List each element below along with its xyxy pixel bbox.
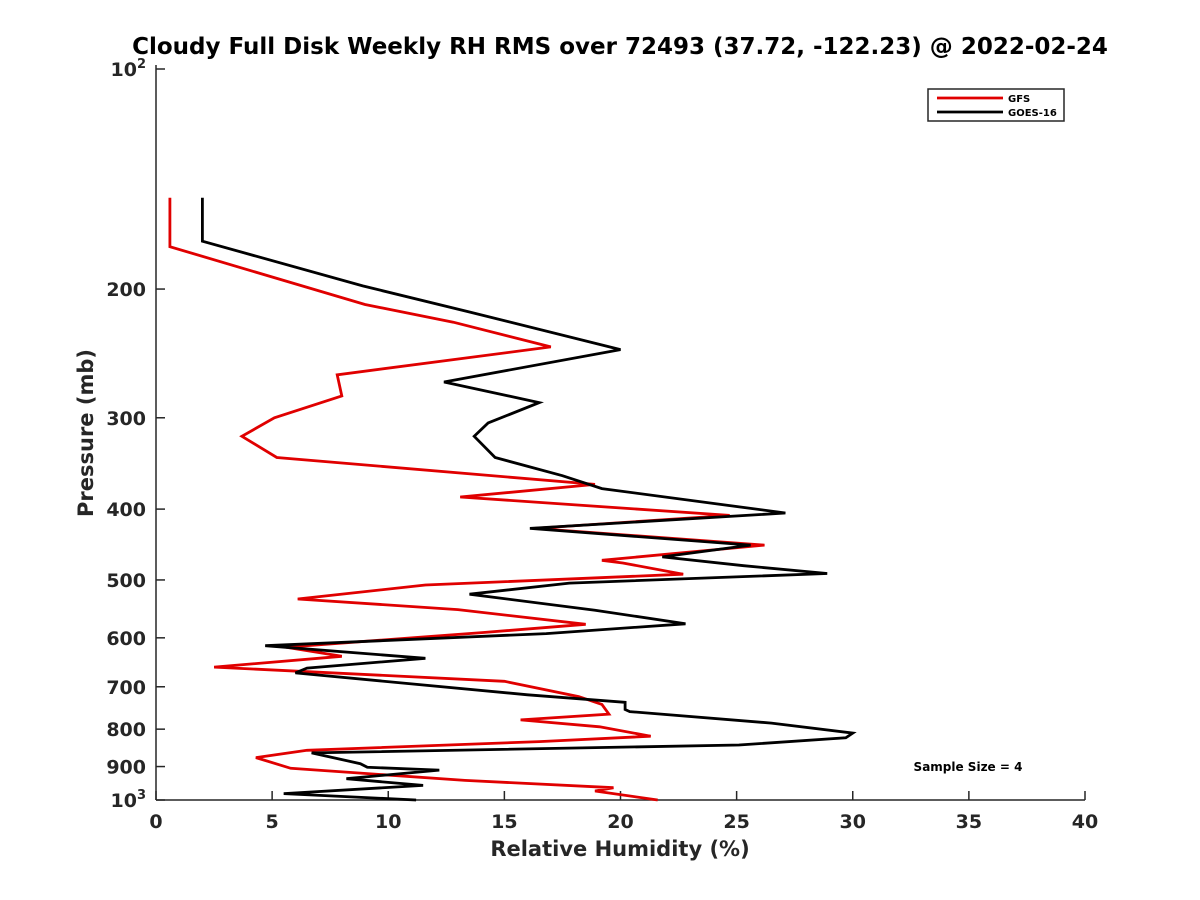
y-axis-label: Pressure (mb) bbox=[74, 349, 98, 517]
x-tick-label: 30 bbox=[840, 811, 866, 833]
legend-label: GFS bbox=[1008, 94, 1030, 105]
y-tick-label: 600 bbox=[106, 628, 146, 650]
x-tick-label: 35 bbox=[956, 811, 982, 833]
y-tick-label: 200 bbox=[106, 279, 146, 301]
y-tick-base: 10 bbox=[111, 790, 137, 812]
y-tick-label: 900 bbox=[106, 757, 146, 779]
sample-size-annotation: Sample Size = 4 bbox=[914, 760, 1023, 774]
y-tick-label: 500 bbox=[106, 570, 146, 592]
x-tick-label: 0 bbox=[149, 811, 162, 833]
y-tick-exponent: 2 bbox=[137, 57, 146, 72]
x-tick-label: 40 bbox=[1072, 811, 1098, 833]
x-tick-label: 10 bbox=[375, 811, 401, 833]
x-axis-label: Relative Humidity (%) bbox=[490, 837, 749, 861]
x-tick-label: 5 bbox=[266, 811, 279, 833]
y-tick-base: 10 bbox=[111, 59, 137, 81]
legend-label: GOES-16 bbox=[1008, 108, 1057, 119]
series-layer bbox=[168, 197, 857, 802]
legend-box bbox=[927, 88, 1065, 122]
legend: GFS GOES-16 bbox=[927, 88, 1065, 122]
plot-area bbox=[155, 65, 1085, 801]
chart-title: Cloudy Full Disk Weekly RH RMS over 7249… bbox=[132, 34, 1108, 60]
y-tick-label: 102 bbox=[111, 57, 147, 81]
series-line-goes-16 bbox=[200, 197, 857, 802]
y-tick-label: 103 bbox=[111, 788, 147, 812]
y-tick-exponent: 3 bbox=[137, 788, 146, 803]
y-tick-label: 300 bbox=[106, 408, 146, 430]
x-tick-label: 25 bbox=[723, 811, 749, 833]
y-tick-label: 700 bbox=[106, 677, 146, 699]
y-tick-label: 800 bbox=[106, 719, 146, 741]
series-line-gfs bbox=[168, 197, 765, 802]
x-tick-label: 15 bbox=[491, 811, 517, 833]
x-tick-label: 20 bbox=[607, 811, 633, 833]
y-tick-label: 400 bbox=[106, 499, 146, 521]
x-axis-ticks: 0 5 10 15 20 25 30 35 40 bbox=[149, 791, 1098, 833]
